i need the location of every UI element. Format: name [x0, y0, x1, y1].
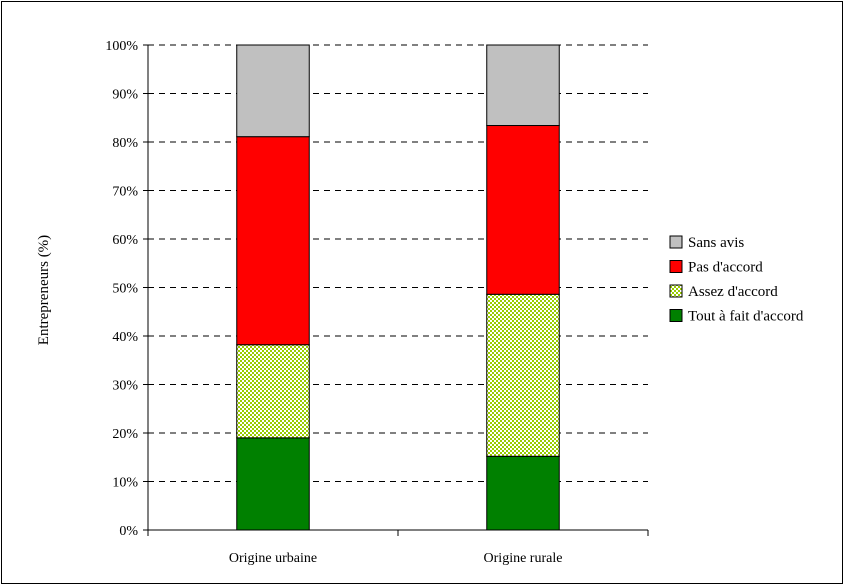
legend-label: Assez d'accord	[688, 284, 778, 300]
axes	[143, 44, 649, 536]
bar-segment	[486, 125, 560, 295]
legend-swatch	[669, 235, 683, 249]
x-tick-labels: Origine urbaine Origine rurale	[229, 551, 563, 566]
y-tick-label: 90%	[112, 88, 138, 103]
bar-segment	[236, 344, 310, 439]
legend-label: Sans avis	[688, 235, 744, 251]
x-tick-label: Origine urbaine	[229, 551, 317, 566]
y-tick-label: 100%	[105, 39, 138, 54]
legend-swatch	[669, 309, 683, 322]
y-tick-labels: 0% 10% 20% 30% 40% 50% 60% 70% 80% 90% 100%	[105, 39, 138, 539]
y-tick-label: 30%	[112, 379, 138, 394]
bar-segment	[486, 44, 560, 127]
gridlines	[148, 44, 648, 482]
bar-segment	[236, 44, 310, 138]
legend-label: Tout à fait d'accord	[688, 309, 804, 325]
y-tick-label: 50%	[112, 282, 138, 297]
legend-swatch	[669, 260, 683, 273]
y-tick-label: 70%	[112, 185, 138, 200]
y-tick-label: 60%	[112, 233, 138, 248]
x-tick-label: Origine rurale	[484, 551, 563, 566]
y-tick-label: 40%	[112, 330, 138, 345]
bar-segment	[236, 136, 310, 346]
y-tick-label: 10%	[112, 476, 138, 491]
legend-label: Pas d'accord	[688, 260, 763, 276]
y-axis-title: Entrepreneurs (%)	[36, 235, 52, 345]
legend-swatch	[669, 284, 683, 298]
y-tick-label: 80%	[112, 136, 138, 151]
bar-segment	[486, 293, 560, 457]
y-tick-label: 20%	[112, 427, 138, 442]
bar-segment	[236, 437, 310, 531]
legend: Sans avis Pas d'accord Assez d'accord Tout …	[669, 235, 804, 325]
bar-segment	[486, 455, 560, 531]
y-tick-label: 0%	[119, 524, 138, 539]
bars	[236, 44, 560, 531]
